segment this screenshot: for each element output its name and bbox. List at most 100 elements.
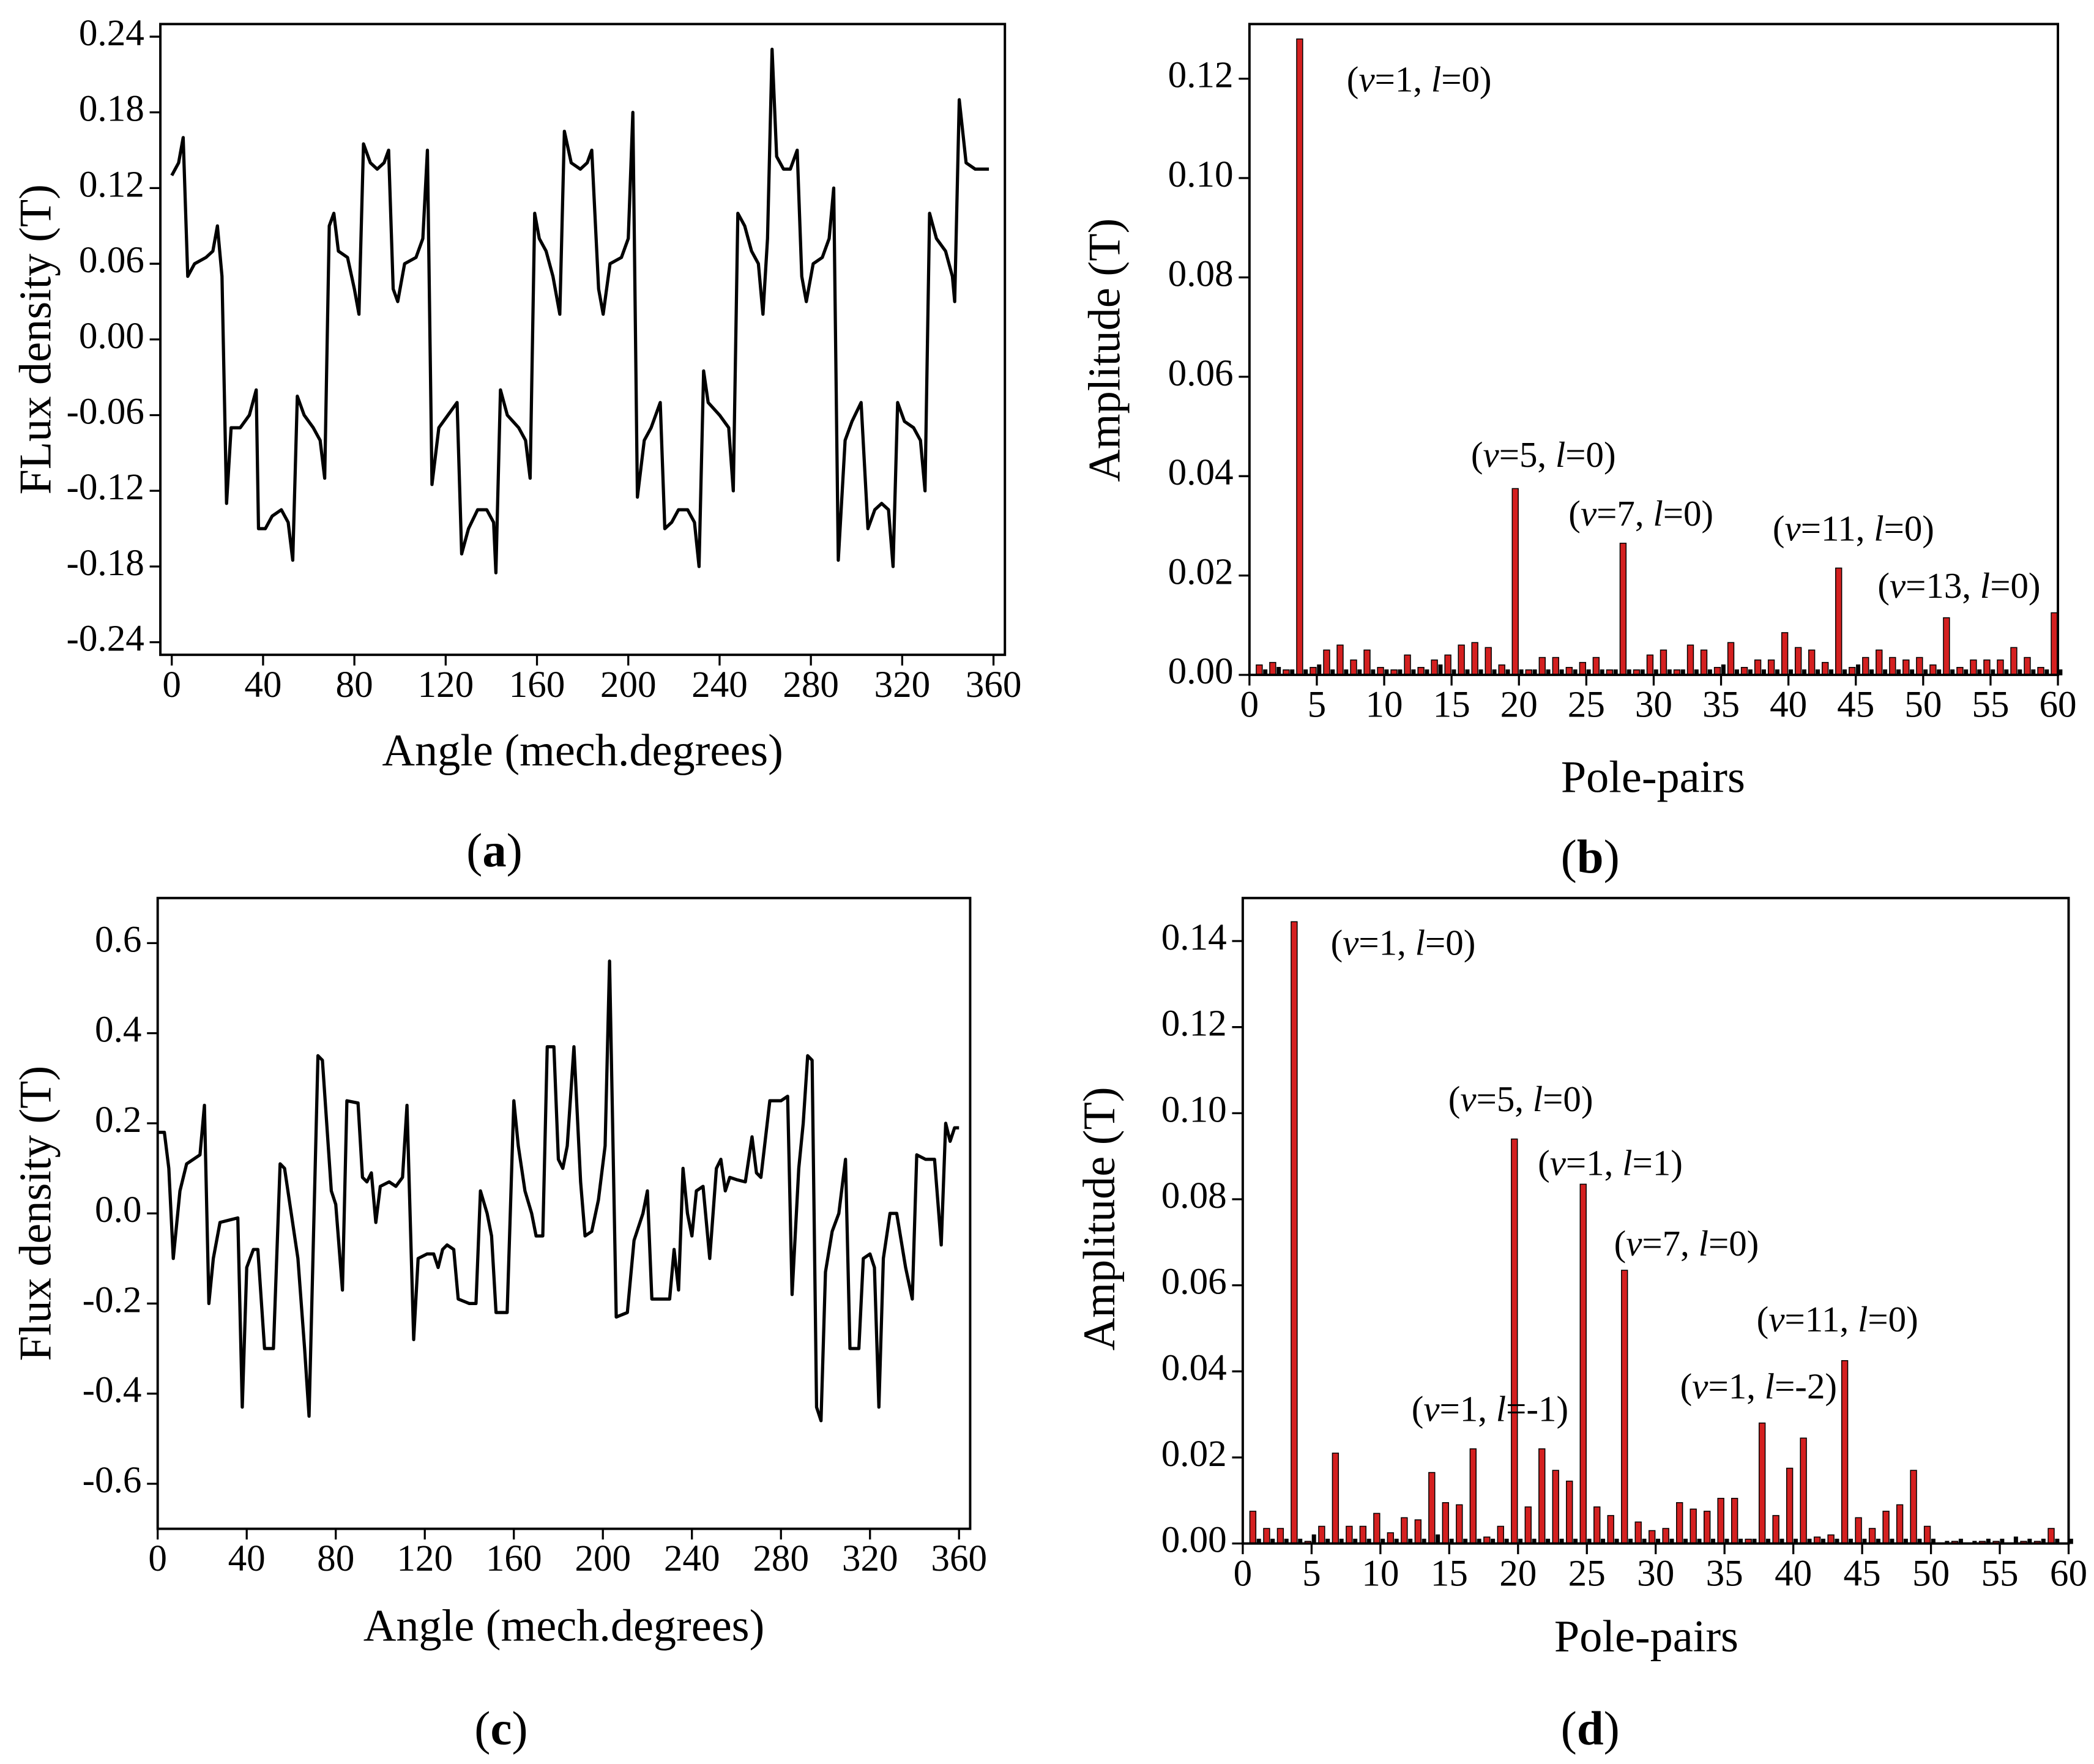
- bar: [1929, 664, 1937, 675]
- x-tick-label: 200: [575, 1538, 631, 1579]
- x-tick-label: 160: [486, 1538, 542, 1579]
- annotation: (v=1, l=0): [1347, 59, 1492, 99]
- bar: [1444, 654, 1451, 675]
- bar: [1428, 1472, 1436, 1544]
- bar: [1458, 644, 1465, 675]
- bar: [1498, 664, 1505, 675]
- x-tick-label: 25: [1568, 1553, 1606, 1594]
- bar: [1387, 1532, 1395, 1544]
- panel: 0.00 0.02 0.04 0.06 0.08 0.10 0.12 0.14 0 5 10 15 20…: [1075, 896, 2087, 1755]
- bar: [1311, 1534, 1316, 1544]
- x-tick-label: 120: [397, 1538, 453, 1579]
- bar: [1401, 1517, 1408, 1544]
- x-tick-label: 200: [600, 664, 657, 705]
- bar: [1469, 1448, 1477, 1544]
- bar: [1700, 649, 1708, 675]
- y-tick-label: 0.10: [1168, 154, 1234, 195]
- bar: [1772, 1515, 1779, 1544]
- bar: [2010, 647, 2018, 675]
- bar: [1269, 661, 1276, 675]
- bar: [1754, 659, 1762, 675]
- bar: [1249, 1511, 1257, 1544]
- bar: [1317, 664, 1322, 675]
- plot-frame: [159, 23, 1007, 657]
- y-tick-label: 0.12: [1168, 55, 1234, 96]
- caption: (d): [1561, 1702, 1620, 1755]
- x-tick-label: 40: [1775, 1553, 1812, 1594]
- x-tick-label: 30: [1635, 685, 1672, 726]
- y-tick-label: 0.06: [79, 240, 144, 281]
- x-tick-label: 0: [1234, 1553, 1253, 1594]
- panel: -0.24 -0.18 -0.12 -0.06 0.00 0.06 0.12 0.18 0.24…: [11, 13, 1022, 877]
- x-tick-label: 25: [1568, 685, 1605, 726]
- y-tick-label: 0.4: [95, 1010, 141, 1051]
- y-tick-label: 0.14: [1161, 917, 1227, 958]
- x-tick-label: 60: [2039, 685, 2076, 726]
- x-tick-label: 120: [417, 664, 474, 705]
- y-tick-label: -0.6: [83, 1460, 142, 1501]
- bar: [1721, 664, 1726, 675]
- x-tick-label: 40: [228, 1538, 266, 1579]
- y-tick-label: 0.00: [1168, 651, 1234, 692]
- bar: [1704, 1511, 1711, 1544]
- bar: [1862, 657, 1869, 675]
- annotation: (v=13, l=0): [1877, 565, 2040, 606]
- y-tick-label: 0.00: [79, 316, 144, 357]
- x-tick-label: 360: [966, 664, 1022, 705]
- bar: [1634, 1521, 1642, 1544]
- bar: [1923, 1525, 1931, 1544]
- bar: [1346, 1525, 1353, 1544]
- bar: [1607, 1515, 1614, 1544]
- plot-frame: [1248, 23, 2060, 676]
- bar: [1442, 1502, 1449, 1544]
- bar: [1497, 1525, 1504, 1544]
- bar: [2051, 612, 2058, 675]
- annotation: (v=1, l=1): [1538, 1142, 1683, 1183]
- bar: [1404, 654, 1411, 675]
- bar: [1731, 1498, 1738, 1544]
- bar: [1868, 1528, 1876, 1544]
- bar: [1808, 649, 1816, 675]
- bar: [1619, 543, 1627, 675]
- x-axis-label: Angle (mech.degrees): [363, 1601, 765, 1651]
- bar: [2047, 1528, 2055, 1544]
- y-tick-label: -0.4: [83, 1370, 142, 1411]
- bar: [1511, 488, 1519, 675]
- y-tick-label: 0.02: [1161, 1434, 1227, 1475]
- x-tick-label: 5: [1302, 1553, 1321, 1594]
- annotation: (v=1, l=-2): [1680, 1366, 1837, 1406]
- bar: [1646, 654, 1654, 675]
- bar: [1916, 657, 1923, 675]
- bar: [1291, 921, 1298, 1544]
- caption: (b): [1561, 831, 1620, 884]
- x-tick-label: 55: [1972, 685, 2009, 726]
- y-tick-label: -0.24: [66, 619, 144, 660]
- bar: [1579, 1183, 1587, 1544]
- x-tick-label: 20: [1500, 685, 1538, 726]
- bar: [1835, 567, 1842, 675]
- y-tick-label: 0.24: [79, 13, 144, 54]
- x-tick-label: 15: [1431, 1553, 1468, 1594]
- bar: [1524, 1506, 1532, 1544]
- y-tick-label: 0.12: [1161, 1003, 1227, 1044]
- bar: [1786, 1467, 1794, 1544]
- bar: [1717, 1498, 1724, 1544]
- x-tick-label: 35: [1706, 1553, 1743, 1594]
- y-tick-label: 0.08: [1168, 253, 1234, 294]
- bar: [1263, 1528, 1270, 1544]
- y-tick-label: 0.2: [95, 1100, 141, 1141]
- bar: [1566, 1480, 1573, 1544]
- bar: [1579, 661, 1587, 675]
- x-axis-label: Pole-pairs: [1554, 1612, 1738, 1662]
- bar: [1414, 1519, 1422, 1544]
- panel: 0.00 0.02 0.04 0.06 0.08 0.10 0.12 0 5 10 15 20 25 30…: [1080, 23, 2077, 884]
- x-tick-label: 320: [874, 664, 930, 705]
- bar: [1621, 1270, 1628, 1544]
- x-tick-label: 320: [842, 1538, 898, 1579]
- bar: [1822, 661, 1829, 675]
- y-tick-label: 0.08: [1161, 1175, 1227, 1216]
- x-tick-label: 15: [1433, 685, 1470, 726]
- bar: [1552, 657, 1559, 675]
